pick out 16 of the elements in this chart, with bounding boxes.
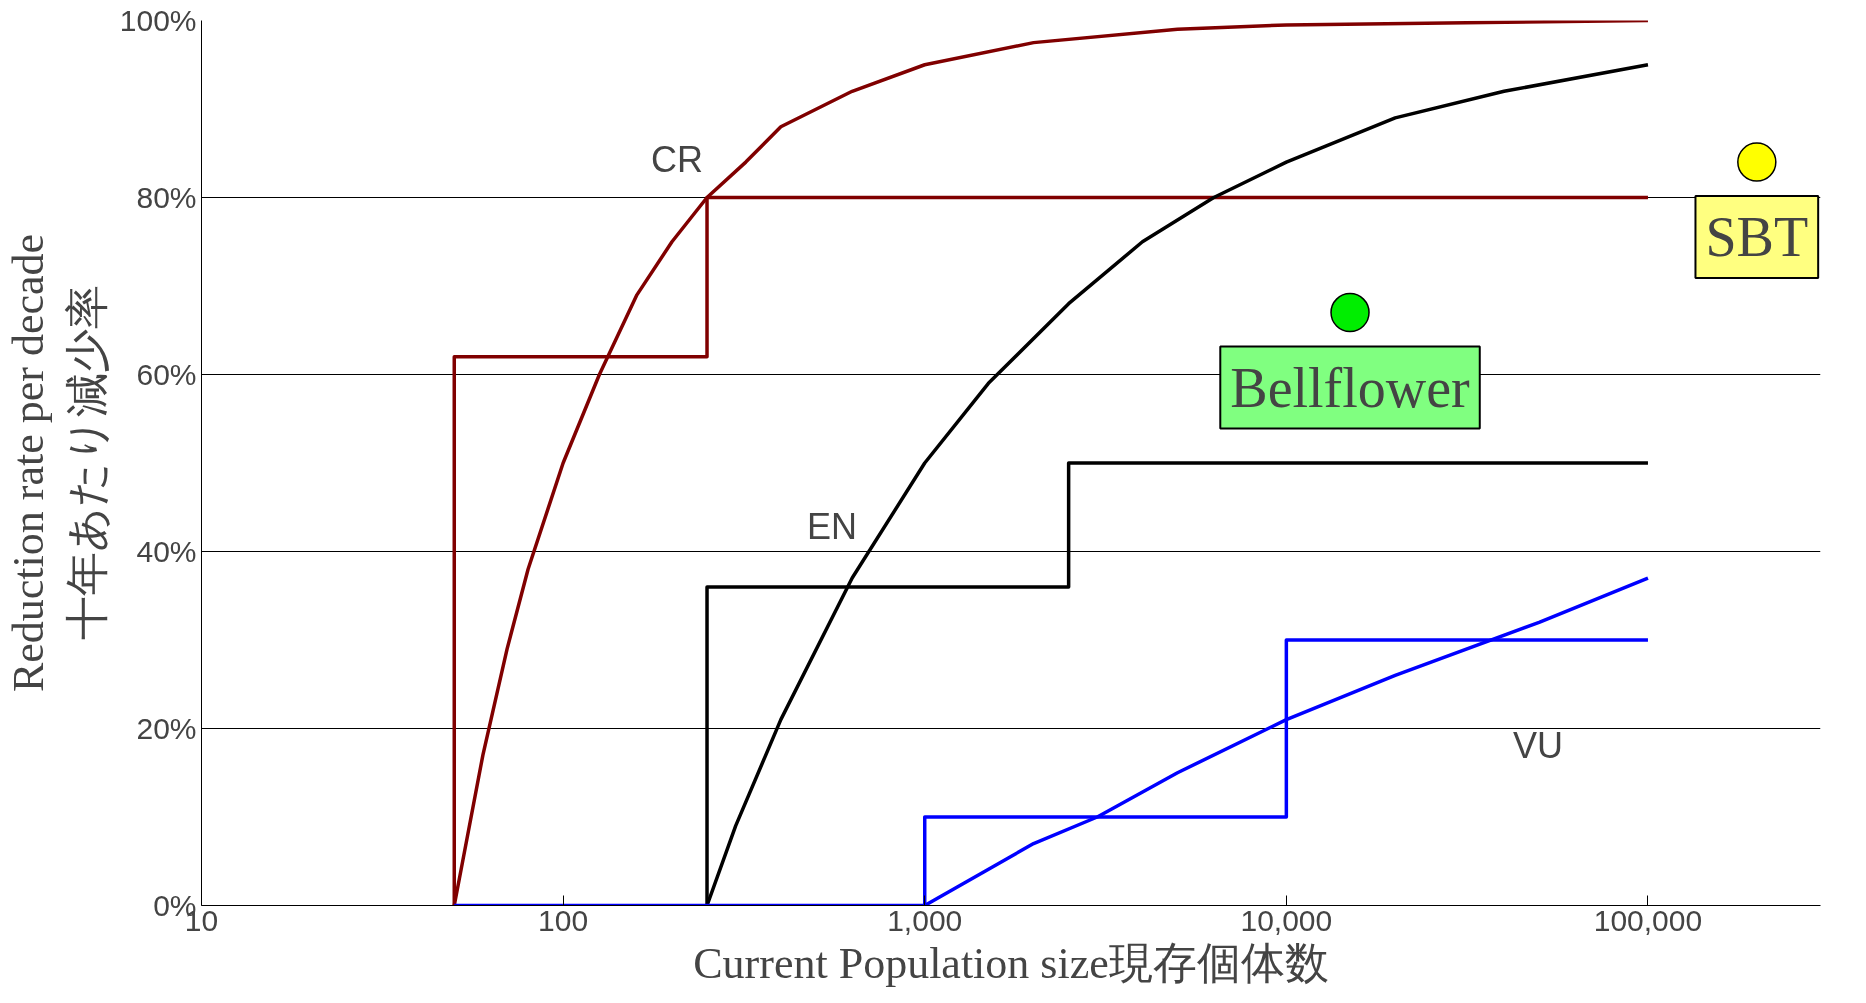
text: VU — [1512, 724, 1563, 766]
x-tick-label: 10,000 — [1240, 903, 1333, 937]
series-label: SBT — [1705, 206, 1809, 269]
y-tick-label: 100% — [119, 4, 197, 37]
series-label: CR — [651, 139, 704, 180]
y-tick-label: 80% — [136, 181, 197, 214]
x-axis-title: Current Population size現存個体数 — [693, 938, 1329, 988]
x-tick-label: 100,000 — [1593, 903, 1703, 937]
series-label: EN — [807, 506, 858, 548]
y-tick-label: 40% — [136, 535, 197, 568]
x-tick-label: 100 — [538, 903, 589, 937]
y-axis-title: Reduction rate per decade 十年あたり減少率 — [3, 233, 112, 693]
y-tick-label: 20% — [136, 712, 197, 745]
y-tick-label: 60% — [136, 358, 197, 391]
series-label: Bellflower — [1230, 356, 1471, 419]
x-tick-label: 1,000 — [887, 903, 963, 937]
